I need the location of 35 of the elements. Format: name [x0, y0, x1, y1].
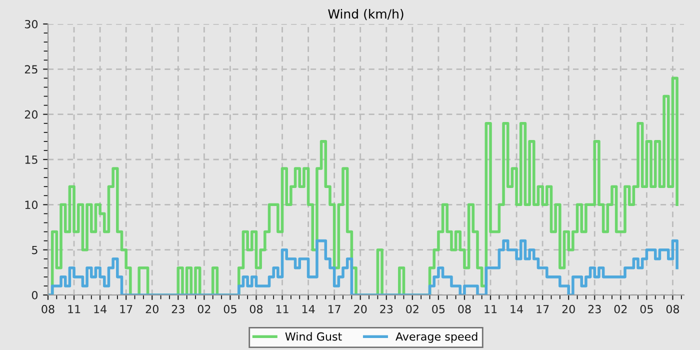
x-tick-label: 11 [276, 305, 288, 314]
x-tick-label: 08 [250, 304, 263, 314]
x-tick-label: 17 [328, 305, 340, 314]
x-tick-label: 05 [224, 304, 236, 314]
x-tick-label: 17 [120, 305, 132, 314]
x-tick-label: 11 [68, 305, 80, 314]
y-tick-label: 30 [24, 20, 38, 28]
legend-label: Wind Gust [285, 332, 342, 341]
x-tick-label: 23 [380, 304, 393, 314]
legend-label: Average speed [396, 332, 478, 343]
y-tick-label: 10 [25, 200, 38, 210]
x-tick-label: 20 [562, 304, 575, 314]
x-tick-label: 08 [458, 304, 471, 314]
x-tick-label: 14 [302, 305, 315, 314]
chart-title: Wind (km/h) [328, 8, 404, 20]
x-tick-label: 17 [536, 305, 549, 314]
x-tick-label: 02 [406, 304, 418, 314]
x-tick-label: 23 [172, 304, 184, 314]
x-tick-label: 20 [146, 304, 158, 314]
x-tick-label: 02 [614, 304, 627, 314]
x-tick-label: 14 [510, 305, 523, 314]
x-tick-label: 23 [588, 304, 601, 314]
y-tick-label: 5 [32, 246, 38, 254]
y-tick-label: 25 [24, 65, 38, 74]
x-tick-label: 05 [432, 304, 445, 314]
y-tick-label: 15 [25, 156, 38, 164]
x-tick-label: 08 [666, 304, 680, 314]
y-tick-label: 0 [32, 290, 38, 300]
x-tick-label: 08 [42, 304, 54, 314]
x-tick-label: 02 [198, 304, 210, 314]
x-tick-label: 14 [94, 305, 107, 314]
x-tick-label: 11 [484, 305, 497, 314]
x-tick-label: 20 [354, 304, 367, 314]
x-tick-label: 05 [640, 304, 653, 314]
y-tick-label: 20 [24, 110, 38, 119]
